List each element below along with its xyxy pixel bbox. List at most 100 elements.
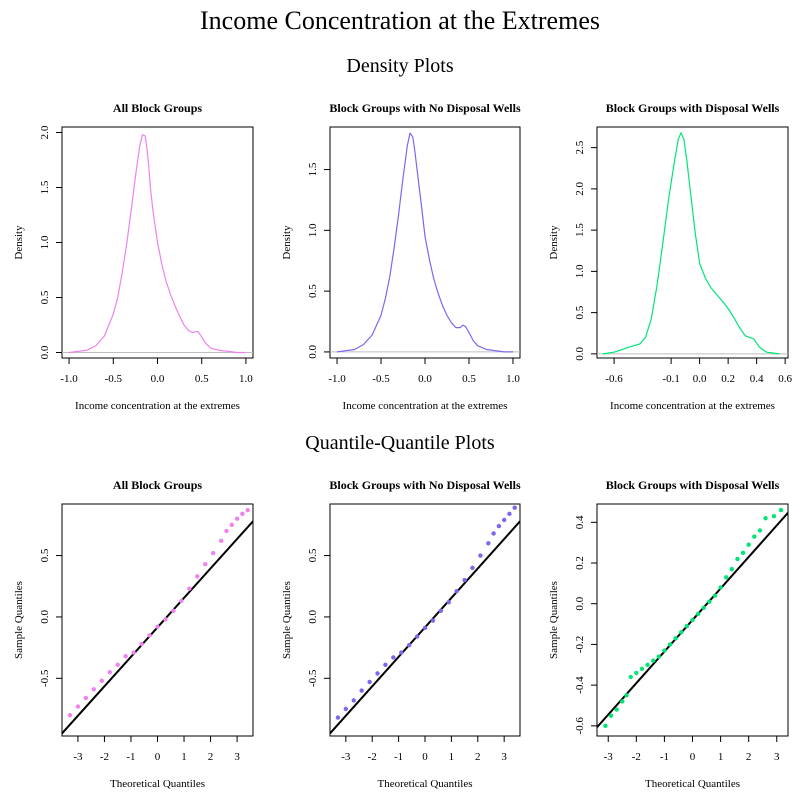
- qq-point: [757, 528, 763, 533]
- qq-point: [218, 538, 224, 544]
- qq-point: [763, 516, 768, 521]
- y-axis-label: Sample Quantiles: [548, 581, 560, 659]
- qq-point: [778, 507, 784, 513]
- x-tick-label: 0: [422, 751, 428, 763]
- qq-point: [438, 608, 444, 613]
- x-tick-label: 3: [501, 751, 507, 763]
- qq-point: [91, 687, 97, 692]
- qq-point: [639, 666, 645, 672]
- y-tick-label: -0.4: [574, 676, 586, 694]
- qq-point: [701, 605, 706, 610]
- x-tick-label: 0.2: [721, 373, 735, 385]
- y-tick-label: 1.5: [574, 223, 586, 237]
- x-tick-label: 1.0: [506, 373, 520, 385]
- qq-point: [771, 514, 777, 519]
- qq-point: [729, 566, 735, 572]
- qq-point: [624, 693, 629, 698]
- y-tick-label: 0.0: [307, 345, 319, 359]
- y-tick-label: 0.0: [307, 610, 319, 624]
- x-tick-label: 1: [449, 751, 455, 763]
- qq-point: [375, 671, 380, 676]
- y-tick-label: 1.0: [574, 264, 586, 278]
- qq-point: [75, 704, 81, 709]
- qq-point: [740, 550, 746, 556]
- y-tick-label: -0.5: [307, 669, 319, 687]
- chart-title: Block Groups with No Disposal Wells: [329, 478, 521, 492]
- qq-point: [99, 678, 104, 683]
- chart-title: All Block Groups: [113, 101, 202, 115]
- x-tick-label: 0.5: [462, 373, 476, 385]
- y-tick-label: 0.0: [39, 610, 51, 624]
- x-tick-label: -1.0: [60, 373, 78, 385]
- qq-point: [614, 707, 619, 712]
- qq-point: [679, 630, 684, 635]
- qq-point: [155, 624, 160, 629]
- qq-point: [470, 565, 475, 571]
- x-tick-label: 3: [234, 751, 240, 763]
- x-tick-label: -0.6: [605, 373, 623, 385]
- qq-point: [359, 688, 364, 693]
- qq-point: [383, 662, 388, 668]
- y-tick-label: 0.0: [574, 347, 586, 361]
- x-tick-label: 2: [208, 751, 214, 763]
- qq-point: [229, 522, 234, 528]
- qq-point: [620, 699, 625, 704]
- density-curve: [69, 134, 246, 354]
- x-tick-label: -1: [660, 751, 669, 763]
- y-axis-label: Sample Quantiles: [13, 581, 25, 659]
- qq-point: [491, 531, 496, 536]
- qq-point: [203, 561, 208, 567]
- y-tick-label: -0.6: [574, 717, 586, 735]
- y-tick-label: 0.5: [39, 290, 51, 304]
- qq-point: [123, 654, 128, 659]
- x-tick-label: -3: [604, 751, 614, 763]
- x-tick-label: 1: [181, 751, 187, 763]
- qq-point: [690, 617, 695, 623]
- x-tick-label: -0.5: [105, 373, 123, 385]
- x-tick-label: -1: [126, 751, 135, 763]
- qq-point: [406, 642, 412, 648]
- x-axis-label: Income concentration at the extremes: [343, 400, 508, 412]
- y-axis-label: Density: [548, 225, 560, 260]
- x-axis-label: Income concentration at the extremes: [75, 400, 240, 412]
- qq-point: [478, 553, 483, 558]
- qq-point: [399, 650, 404, 655]
- y-tick-label: -0.5: [39, 669, 51, 687]
- x-tick-label: 0.6: [778, 373, 792, 385]
- qq-point: [724, 575, 729, 580]
- qq-point: [139, 641, 144, 647]
- x-tick-label: 0.5: [195, 373, 209, 385]
- y-tick-label: -0.2: [574, 636, 586, 653]
- x-tick-label: 0: [690, 751, 696, 763]
- y-axis-label: Density: [281, 225, 293, 260]
- qq-point: [83, 695, 89, 701]
- qq-point: [224, 528, 229, 534]
- qq-point: [234, 516, 240, 521]
- x-tick-label: 1.0: [239, 373, 253, 385]
- x-tick-label: -3: [73, 751, 83, 763]
- density-curve: [336, 132, 513, 353]
- qq-point: [351, 698, 356, 703]
- x-axis-label: Income concentration at the extremes: [610, 400, 775, 412]
- qq-point: [486, 541, 491, 546]
- x-tick-label: -1: [394, 751, 403, 763]
- qq-point: [684, 623, 690, 629]
- chart-title: Block Groups with No Disposal Wells: [329, 101, 521, 115]
- y-tick-label: 2.0: [574, 182, 586, 196]
- x-tick-label: 0.4: [750, 373, 764, 385]
- x-axis-label: Theoretical Quantiles: [645, 778, 740, 790]
- y-tick-label: 1.0: [39, 235, 51, 249]
- y-axis-label: Density: [13, 225, 25, 260]
- x-tick-label: 1: [718, 751, 724, 763]
- qq-point: [179, 598, 184, 604]
- qq-point: [240, 511, 245, 517]
- y-tick-label: 0.2: [574, 556, 586, 570]
- qq-point: [187, 586, 192, 591]
- qq-point: [673, 636, 678, 641]
- x-tick-label: 2: [746, 751, 752, 763]
- page-title: Income Concentration at the Extremes: [200, 6, 600, 35]
- qq-section-title: Quantile-Quantile Plots: [305, 432, 495, 454]
